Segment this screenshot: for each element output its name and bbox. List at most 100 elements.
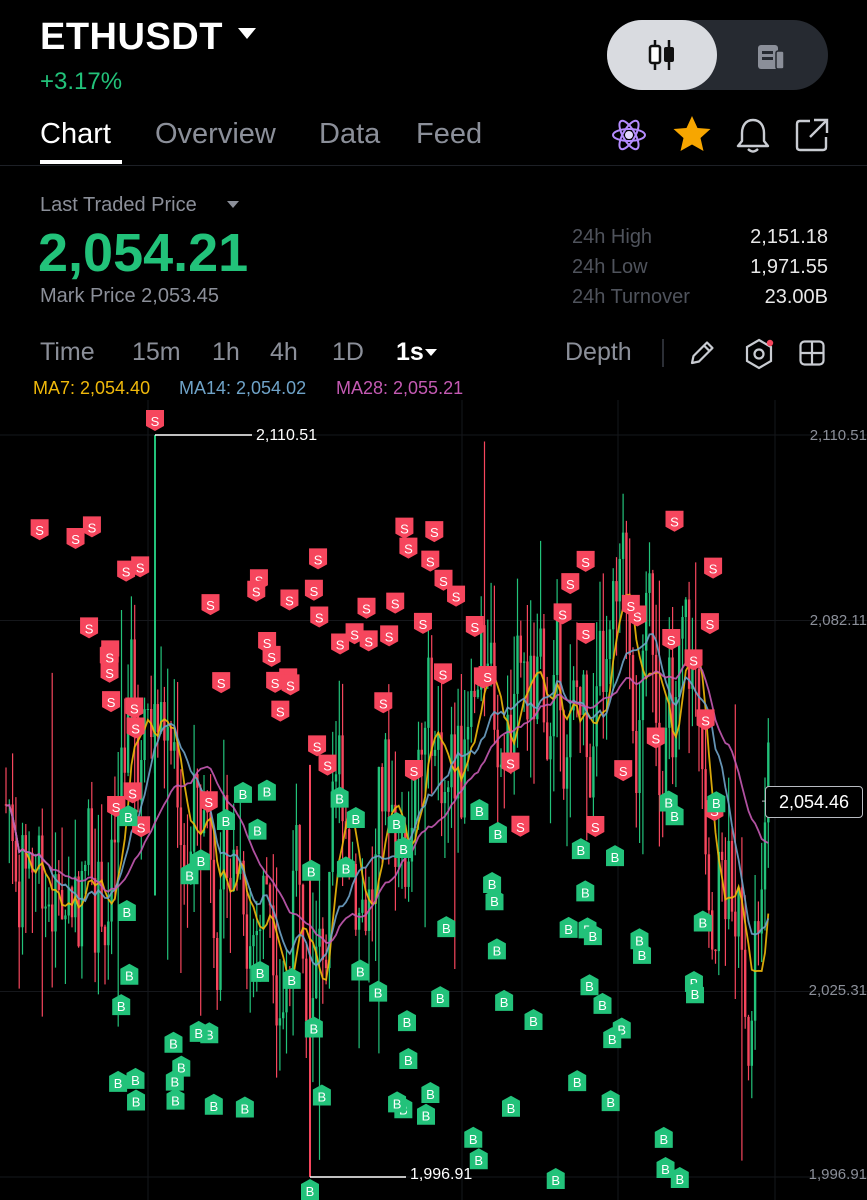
last-traded-price-label[interactable]: Last Traded Price (40, 194, 197, 216)
bell-icon[interactable] (735, 116, 771, 154)
timeframe-15m[interactable]: 15m (132, 338, 181, 366)
candle-body (687, 599, 691, 689)
buy-marker: B (127, 1089, 146, 1111)
timeframe-dropdown-icon[interactable] (425, 349, 437, 356)
document-icon[interactable] (755, 40, 787, 72)
marker-label: S (112, 800, 121, 815)
candle-body (282, 1012, 285, 1019)
buy-marker-shape (109, 1070, 128, 1092)
candle-body (519, 635, 522, 663)
marker-label: B (114, 1076, 123, 1091)
timeframe-4h[interactable]: 4h (270, 338, 298, 366)
sell-marker-shape (696, 709, 715, 731)
marker-label: B (500, 995, 509, 1010)
timeframe-time[interactable]: Time (40, 338, 95, 366)
buy-marker-shape (394, 836, 413, 858)
marker-label: B (436, 991, 445, 1006)
marker-label: B (263, 785, 272, 800)
timeframe-1d[interactable]: 1D (332, 338, 364, 366)
candle-body (183, 845, 186, 869)
candle-body (252, 935, 255, 947)
tab-overview[interactable]: Overview (155, 118, 276, 150)
buy-marker-shape (165, 1069, 184, 1091)
symbol-title[interactable]: ETHUSDT (40, 16, 223, 58)
marker-label: B (177, 1061, 186, 1076)
atom-icon[interactable] (610, 116, 648, 154)
marker-label: B (209, 1099, 218, 1114)
sell-marker: S (30, 519, 49, 541)
marker-label: S (35, 523, 44, 538)
sell-marker: S (100, 646, 119, 668)
sell-marker-shape (308, 735, 327, 757)
candle-body (291, 870, 295, 973)
marker-label: B (488, 877, 497, 892)
tab-data[interactable]: Data (319, 118, 381, 150)
layout-grid-icon[interactable] (798, 339, 826, 367)
buy-marker: B (330, 786, 349, 808)
candle-body (638, 720, 641, 793)
marker-label: B (197, 854, 206, 869)
candle-body (163, 702, 166, 741)
view-toggle[interactable] (607, 20, 828, 90)
candle-body (216, 938, 219, 990)
marker-label: B (469, 1132, 478, 1147)
chart-view-button[interactable] (607, 20, 717, 90)
candle-body (763, 822, 767, 890)
sell-marker: S (309, 548, 328, 570)
buy-marker: B (487, 938, 506, 960)
candle-body (120, 747, 123, 804)
timeframe-1h[interactable]: 1h (212, 338, 240, 366)
candle-body (235, 849, 239, 874)
marker-label: B (659, 1132, 668, 1147)
candle-body (447, 787, 450, 792)
marker-label: B (698, 915, 707, 930)
sell-marker-shape (80, 617, 99, 639)
sell-marker-shape (271, 700, 290, 722)
sell-marker-shape (123, 782, 142, 804)
timeframe-1s[interactable]: 1s (396, 338, 424, 366)
buy-marker-shape (112, 994, 131, 1016)
symbol-dropdown-icon[interactable] (238, 28, 256, 39)
pencil-icon[interactable] (688, 339, 716, 367)
buy-marker-shape (437, 916, 456, 938)
sell-marker: S (662, 629, 681, 651)
candle-body (37, 835, 41, 870)
depth-button[interactable]: Depth (565, 338, 632, 366)
candle-body (608, 629, 612, 660)
candle-body (717, 851, 720, 952)
tab-feed[interactable]: Feed (416, 118, 483, 150)
marker-label: S (419, 617, 428, 632)
buy-marker: B (431, 986, 450, 1008)
marker-label: S (107, 695, 116, 710)
sell-marker: S (434, 663, 453, 685)
candle-body (179, 807, 183, 846)
buy-marker: B (191, 849, 210, 871)
candle-body (767, 742, 770, 823)
y-axis-tick: 2,082.11 (809, 612, 867, 629)
star-icon[interactable] (671, 114, 713, 154)
hexagon-settings-icon[interactable] (741, 336, 777, 372)
marker-label: S (350, 627, 359, 642)
sell-marker: S (125, 697, 144, 719)
buy-marker-shape (189, 1020, 208, 1042)
buy-marker-shape (630, 928, 649, 950)
candle-body (192, 774, 196, 852)
marker-label: B (403, 1015, 412, 1030)
candle-body (357, 912, 361, 930)
buy-marker: B (417, 1103, 436, 1125)
buy-marker: B (656, 1156, 675, 1178)
candle-body (103, 926, 107, 946)
sell-marker-shape (561, 573, 580, 595)
sell-marker: S (395, 517, 414, 539)
tab-chart[interactable]: Chart (40, 118, 111, 150)
marker-label: B (256, 966, 265, 981)
chevron-down-icon[interactable] (227, 201, 239, 208)
candle-body (80, 870, 84, 947)
buy-marker: B (630, 928, 649, 950)
marker-label: S (105, 650, 114, 665)
candle-body (41, 835, 44, 909)
candle-body (588, 757, 592, 798)
buy-marker: B (686, 982, 705, 1004)
share-icon[interactable] (794, 117, 830, 153)
